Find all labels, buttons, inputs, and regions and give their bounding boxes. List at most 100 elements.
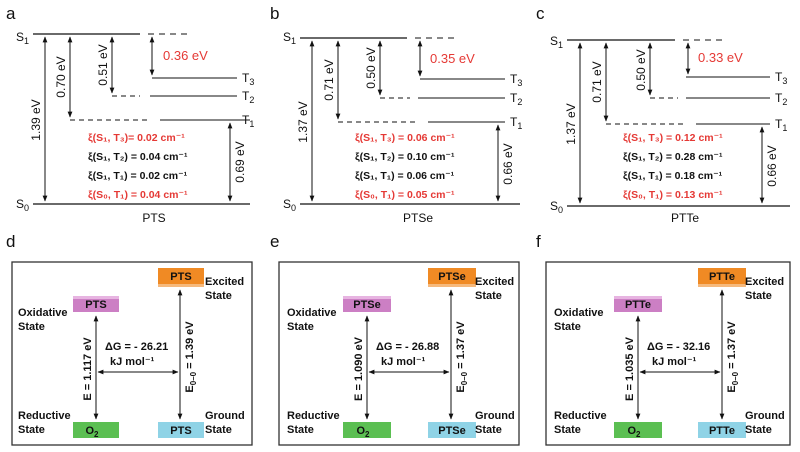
t2-label: T2 (242, 89, 254, 105)
ground-box (158, 422, 204, 438)
oxidative-box-highlight (343, 296, 391, 299)
s1-t1-gap-label: 0.70 eV (54, 56, 68, 97)
s0-s1-gap-label: 1.37 eV (564, 103, 578, 144)
oxidative-box (73, 296, 119, 312)
excited-state-label: Excited State (745, 276, 784, 302)
panel-letter: c (536, 4, 545, 23)
panel-letter: f (536, 232, 541, 251)
t3-label: T3 (775, 70, 787, 86)
s0-label: S0 (550, 199, 563, 215)
dg-label: ΔG = - 26.21 (105, 341, 168, 353)
s0-label: S0 (283, 197, 296, 213)
t3-label: T3 (510, 72, 522, 88)
panel-e: e PTSe PTSe O2 PTSe Oxidative State Excit… (270, 232, 520, 446)
ground-box (698, 422, 746, 438)
xi-s1-t1: ξ(S₁, T₁) = 0.02 cm⁻¹ (88, 170, 188, 182)
ground-box-label: PTS (170, 425, 191, 437)
excited-box (698, 268, 746, 284)
panel-letter: b (270, 4, 279, 23)
excited-box-shade (158, 284, 204, 287)
excited-box-label: PTS (170, 271, 191, 283)
t2-label: T2 (775, 91, 787, 107)
reductive-state-label: Reductive State (554, 410, 607, 436)
oxidative-box (614, 296, 662, 312)
xi-s1-t3: ξ(S₁, T₃) = 0.06 cm⁻¹ (355, 132, 455, 144)
t1-label: T1 (510, 115, 522, 131)
excited-state-label: Excited State (205, 276, 244, 302)
t1-label: T1 (242, 113, 254, 129)
s1-t1-gap-label: 0.71 eV (322, 59, 336, 100)
ground-box-label: PTSe (438, 425, 466, 437)
panel-letter: d (6, 232, 15, 251)
ground-state-label: Ground State (475, 410, 515, 436)
o2-box (73, 422, 119, 438)
o2-box-label: O2 (356, 425, 370, 439)
ground-state-label: Ground State (745, 410, 785, 436)
dg-label: ΔG = - 26.88 (376, 341, 439, 353)
ground-box-label: PTTe (709, 425, 735, 437)
o2-box (614, 422, 662, 438)
panel-frame (11, 261, 253, 446)
oxidative-box-highlight (73, 296, 119, 299)
s1-label: S1 (550, 34, 563, 50)
xi-s0-t1: ξ(S₀, T₁) = 0.05 cm⁻¹ (355, 189, 455, 201)
excited-box-label: PTSe (438, 271, 466, 283)
oxidative-state-label: Oxidative State (554, 307, 604, 333)
s1-label: S1 (16, 30, 29, 46)
s0-t1-gap-label: 0.66 eV (765, 145, 779, 186)
s0-s1-gap-label: 1.37 eV (296, 101, 310, 142)
oxidative-state-label: Oxidative State (18, 307, 68, 333)
xi-s1-t3: ξ(S₁, T₃)= 0.02 cm⁻¹ (88, 132, 185, 144)
e-value-label: E = 1.117 eV (82, 337, 94, 401)
s1-t2-gap-label: 0.50 eV (364, 47, 378, 88)
excited-box-shade (428, 284, 476, 287)
dg-unit-label: kJ mol⁻¹ (652, 356, 697, 368)
xi-s1-t2: ξ(S₁, T₂) = 0.28 cm⁻¹ (623, 151, 723, 163)
o2-box (343, 422, 391, 438)
panel-a: a S1 S0 T3 T2 T1 1.39 eV 0.70 eV 0.51 eV… (6, 4, 254, 225)
panel-letter: a (6, 4, 16, 23)
s0-label: S0 (16, 197, 29, 213)
panel-frame (545, 261, 791, 446)
t2-label: T2 (510, 91, 522, 107)
xi-s1-t2: ξ(S₁, T₂) = 0.10 cm⁻¹ (355, 151, 455, 163)
s0-t1-gap-label: 0.69 eV (233, 141, 247, 182)
s1-t3-gap-label: 0.36 eV (163, 48, 208, 63)
molecule-name: PTS (142, 211, 165, 225)
xi-s0-t1: ξ(S₀, T₁) = 0.04 cm⁻¹ (88, 189, 188, 201)
e-value-label: E = 1.035 eV (624, 336, 636, 401)
s0-s1-gap-label: 1.39 eV (29, 99, 43, 140)
xi-s0-t1: ξ(S₀, T₁) = 0.13 cm⁻¹ (623, 189, 723, 201)
panel-c: c S1 S0 T3 T2 T1 1.37 eV 0.71 eV 0.50 eV… (536, 4, 790, 225)
reductive-state-label: Reductive State (287, 410, 340, 436)
reductive-state-label: Reductive State (18, 410, 71, 436)
molecule-name: PTSe (403, 211, 433, 225)
ground-box (428, 422, 476, 438)
s1-t3-gap-label: 0.33 eV (698, 50, 743, 65)
excited-box (158, 268, 204, 284)
excited-box-shade (698, 284, 746, 287)
s1-t1-gap-label: 0.71 eV (590, 61, 604, 102)
panel-f: f PTTe PTTe O2 PTTe Oxidative State Excit… (536, 232, 791, 446)
t3-label: T3 (242, 71, 254, 87)
t1-label: T1 (775, 117, 787, 133)
o2-box-label: O2 (627, 425, 641, 439)
excited-box-label: PTTe (709, 271, 735, 283)
dg-unit-label: kJ mol⁻¹ (110, 356, 155, 368)
oxidative-box-label: PTS (85, 299, 106, 311)
e00-value-label: E0–0 = 1.37 eV (455, 321, 469, 393)
oxidative-box (343, 296, 391, 312)
dg-label: ΔG = - 32.16 (647, 341, 710, 353)
oxidative-box-label: PTSe (353, 299, 381, 311)
e00-value-label: E0–0 = 1.39 eV (184, 321, 198, 393)
e-value-label: E = 1.090 eV (353, 336, 365, 401)
s1-t3-gap-label: 0.35 eV (430, 51, 475, 66)
excited-box (428, 268, 476, 284)
oxidative-box-label: PTTe (625, 299, 651, 311)
ground-state-label: Ground State (205, 410, 245, 436)
panel-letter: e (270, 232, 279, 251)
xi-s1-t1: ξ(S₁, T₁) = 0.18 cm⁻¹ (623, 170, 723, 182)
oxidative-box-highlight (614, 296, 662, 299)
